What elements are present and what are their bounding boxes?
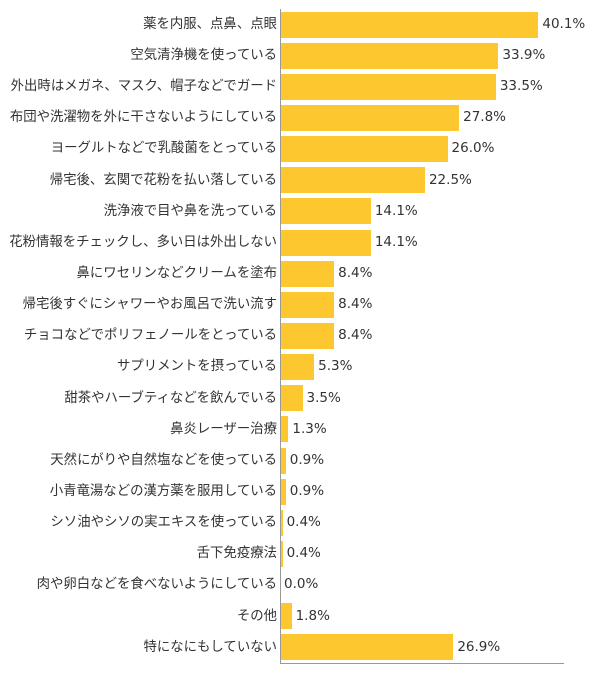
bar bbox=[280, 291, 335, 318]
bar bbox=[280, 167, 425, 194]
chart-row: ヨーグルトなどで乳酸菌をとっている 26.0% bbox=[0, 134, 600, 165]
category-label: サプリメントを摂っている bbox=[116, 359, 277, 375]
category-label: 花粉情報をチェックし、多い日は外出しない bbox=[9, 234, 277, 250]
chart-row: 天然にがりや自然塩などを使っている 0.9% bbox=[0, 445, 600, 476]
value-label: 33.9% bbox=[502, 46, 546, 63]
chart-row: 特になにもしていない 26.9% bbox=[0, 632, 600, 663]
category-label: 小青竜湯などの漢方薬を服用している bbox=[49, 484, 277, 499]
chart-row: 甜茶やハーブティなどを飲んでいる 3.5% bbox=[0, 383, 600, 414]
category-label: シソ油やシソの実エキスを使っている bbox=[50, 515, 277, 531]
bar bbox=[280, 73, 496, 100]
value-label: 0.9% bbox=[289, 482, 325, 499]
chart-row: 花粉情報をチェックし、多い日は外出しない 14.1% bbox=[0, 227, 600, 258]
bar bbox=[280, 509, 283, 536]
x-axis-line bbox=[280, 663, 564, 664]
category-label: 外出時はメガネ、マスク、帽子などでガード bbox=[10, 79, 277, 95]
bar bbox=[280, 603, 292, 630]
value-label: 22.5% bbox=[428, 171, 472, 188]
category-label: 鼻炎レーザー治療 bbox=[170, 421, 277, 437]
category-label: 天然にがりや自然塩などを使っている bbox=[50, 452, 277, 468]
value-label: 14.1% bbox=[374, 233, 418, 250]
bar bbox=[280, 136, 448, 163]
bar bbox=[280, 11, 539, 38]
bar bbox=[280, 104, 460, 131]
chart-row: 洗浄液で目や鼻を洗っている 14.1% bbox=[0, 196, 600, 227]
category-label: チョコなどでポリフェノールをとっている bbox=[23, 328, 277, 344]
chart-row: 舌下免疫療法 0.4% bbox=[0, 538, 600, 569]
bar bbox=[280, 42, 499, 69]
value-label: 0.4% bbox=[286, 545, 321, 562]
category-label: 空気清浄機を使っている bbox=[130, 48, 277, 63]
chart-row: 外出時はメガネ、マスク、帽子などでガード 33.5% bbox=[0, 71, 600, 102]
category-label: 鼻にワセリンなどクリームを塗布 bbox=[76, 266, 277, 281]
bar bbox=[280, 447, 286, 474]
value-label: 0.4% bbox=[286, 514, 321, 531]
value-label: 27.8% bbox=[463, 109, 506, 126]
value-label: 33.5% bbox=[499, 78, 543, 95]
value-label: 1.8% bbox=[295, 607, 330, 624]
value-label: 14.1% bbox=[374, 202, 418, 219]
chart-row: 薬を内服、点鼻、点眼 40.1% bbox=[0, 9, 600, 40]
chart-row: サプリメントを摂っている 5.3% bbox=[0, 352, 600, 383]
value-label: 26.9% bbox=[457, 638, 501, 655]
value-label: 8.4% bbox=[338, 327, 373, 344]
category-label: 布団や洗濯物を外に干さないようにしている bbox=[9, 110, 277, 126]
chart-row: 布団や洗濯物を外に干さないようにしている 27.8% bbox=[0, 102, 600, 133]
chart-row: 帰宅後、玄関で花粉を払い落している 22.5% bbox=[0, 165, 600, 196]
value-label: 8.4% bbox=[338, 296, 373, 313]
value-label: 8.4% bbox=[338, 264, 373, 281]
value-label: 3.5% bbox=[306, 389, 341, 406]
chart-row: 帰宅後すぐにシャワーやお風呂で洗い流す 8.4% bbox=[0, 289, 600, 320]
category-label: 特になにもしていない bbox=[143, 639, 277, 655]
chart-row: 鼻炎レーザー治療 1.3% bbox=[0, 414, 600, 445]
bar bbox=[280, 322, 335, 349]
category-label: 帰宅後すぐにシャワーやお風呂で洗い流す bbox=[22, 297, 277, 313]
chart-row: 鼻にワセリンなどクリームを塗布 8.4% bbox=[0, 258, 600, 289]
bar bbox=[280, 229, 371, 256]
chart-row: 小青竜湯などの漢方薬を服用している 0.9% bbox=[0, 476, 600, 507]
category-label: その他 bbox=[236, 608, 277, 624]
value-label: 1.3% bbox=[292, 420, 327, 437]
category-label: 薬を内服、点鼻、点眼 bbox=[143, 16, 277, 32]
chart-row: シソ油やシソの実エキスを使っている 0.4% bbox=[0, 507, 600, 538]
value-label: 0.9% bbox=[289, 451, 325, 468]
bar bbox=[280, 354, 315, 381]
bar bbox=[280, 260, 335, 287]
category-label: 帰宅後、玄関で花粉を払い落している bbox=[49, 172, 277, 188]
category-label: 舌下免疫療法 bbox=[196, 546, 277, 562]
category-label: 洗浄液で目や鼻を洗っている bbox=[103, 203, 277, 219]
bar bbox=[280, 385, 303, 412]
bar bbox=[280, 540, 283, 567]
chart-row: 空気清浄機を使っている 33.9% bbox=[0, 40, 600, 71]
chart-row: その他 1.8% bbox=[0, 601, 600, 632]
y-axis-line bbox=[280, 9, 281, 663]
bar bbox=[280, 478, 286, 505]
bar bbox=[280, 198, 371, 225]
value-label: 26.0% bbox=[451, 140, 495, 157]
bar bbox=[280, 634, 454, 661]
value-label: 5.3% bbox=[318, 358, 353, 375]
category-label: 甜茶やハーブティなどを飲んでいる bbox=[64, 390, 277, 406]
value-label: 0.0% bbox=[284, 576, 319, 593]
value-label: 40.1% bbox=[542, 15, 586, 32]
category-label: ヨーグルトなどで乳酸菌をとっている bbox=[50, 141, 277, 157]
category-label: 肉や卵白などを食べないようにしている bbox=[36, 577, 277, 593]
bar bbox=[280, 416, 289, 443]
chart-row: チョコなどでポリフェノールをとっている 8.4% bbox=[0, 320, 600, 351]
chart-row: 肉や卵白などを食べないようにしている 0.0% bbox=[0, 570, 600, 601]
